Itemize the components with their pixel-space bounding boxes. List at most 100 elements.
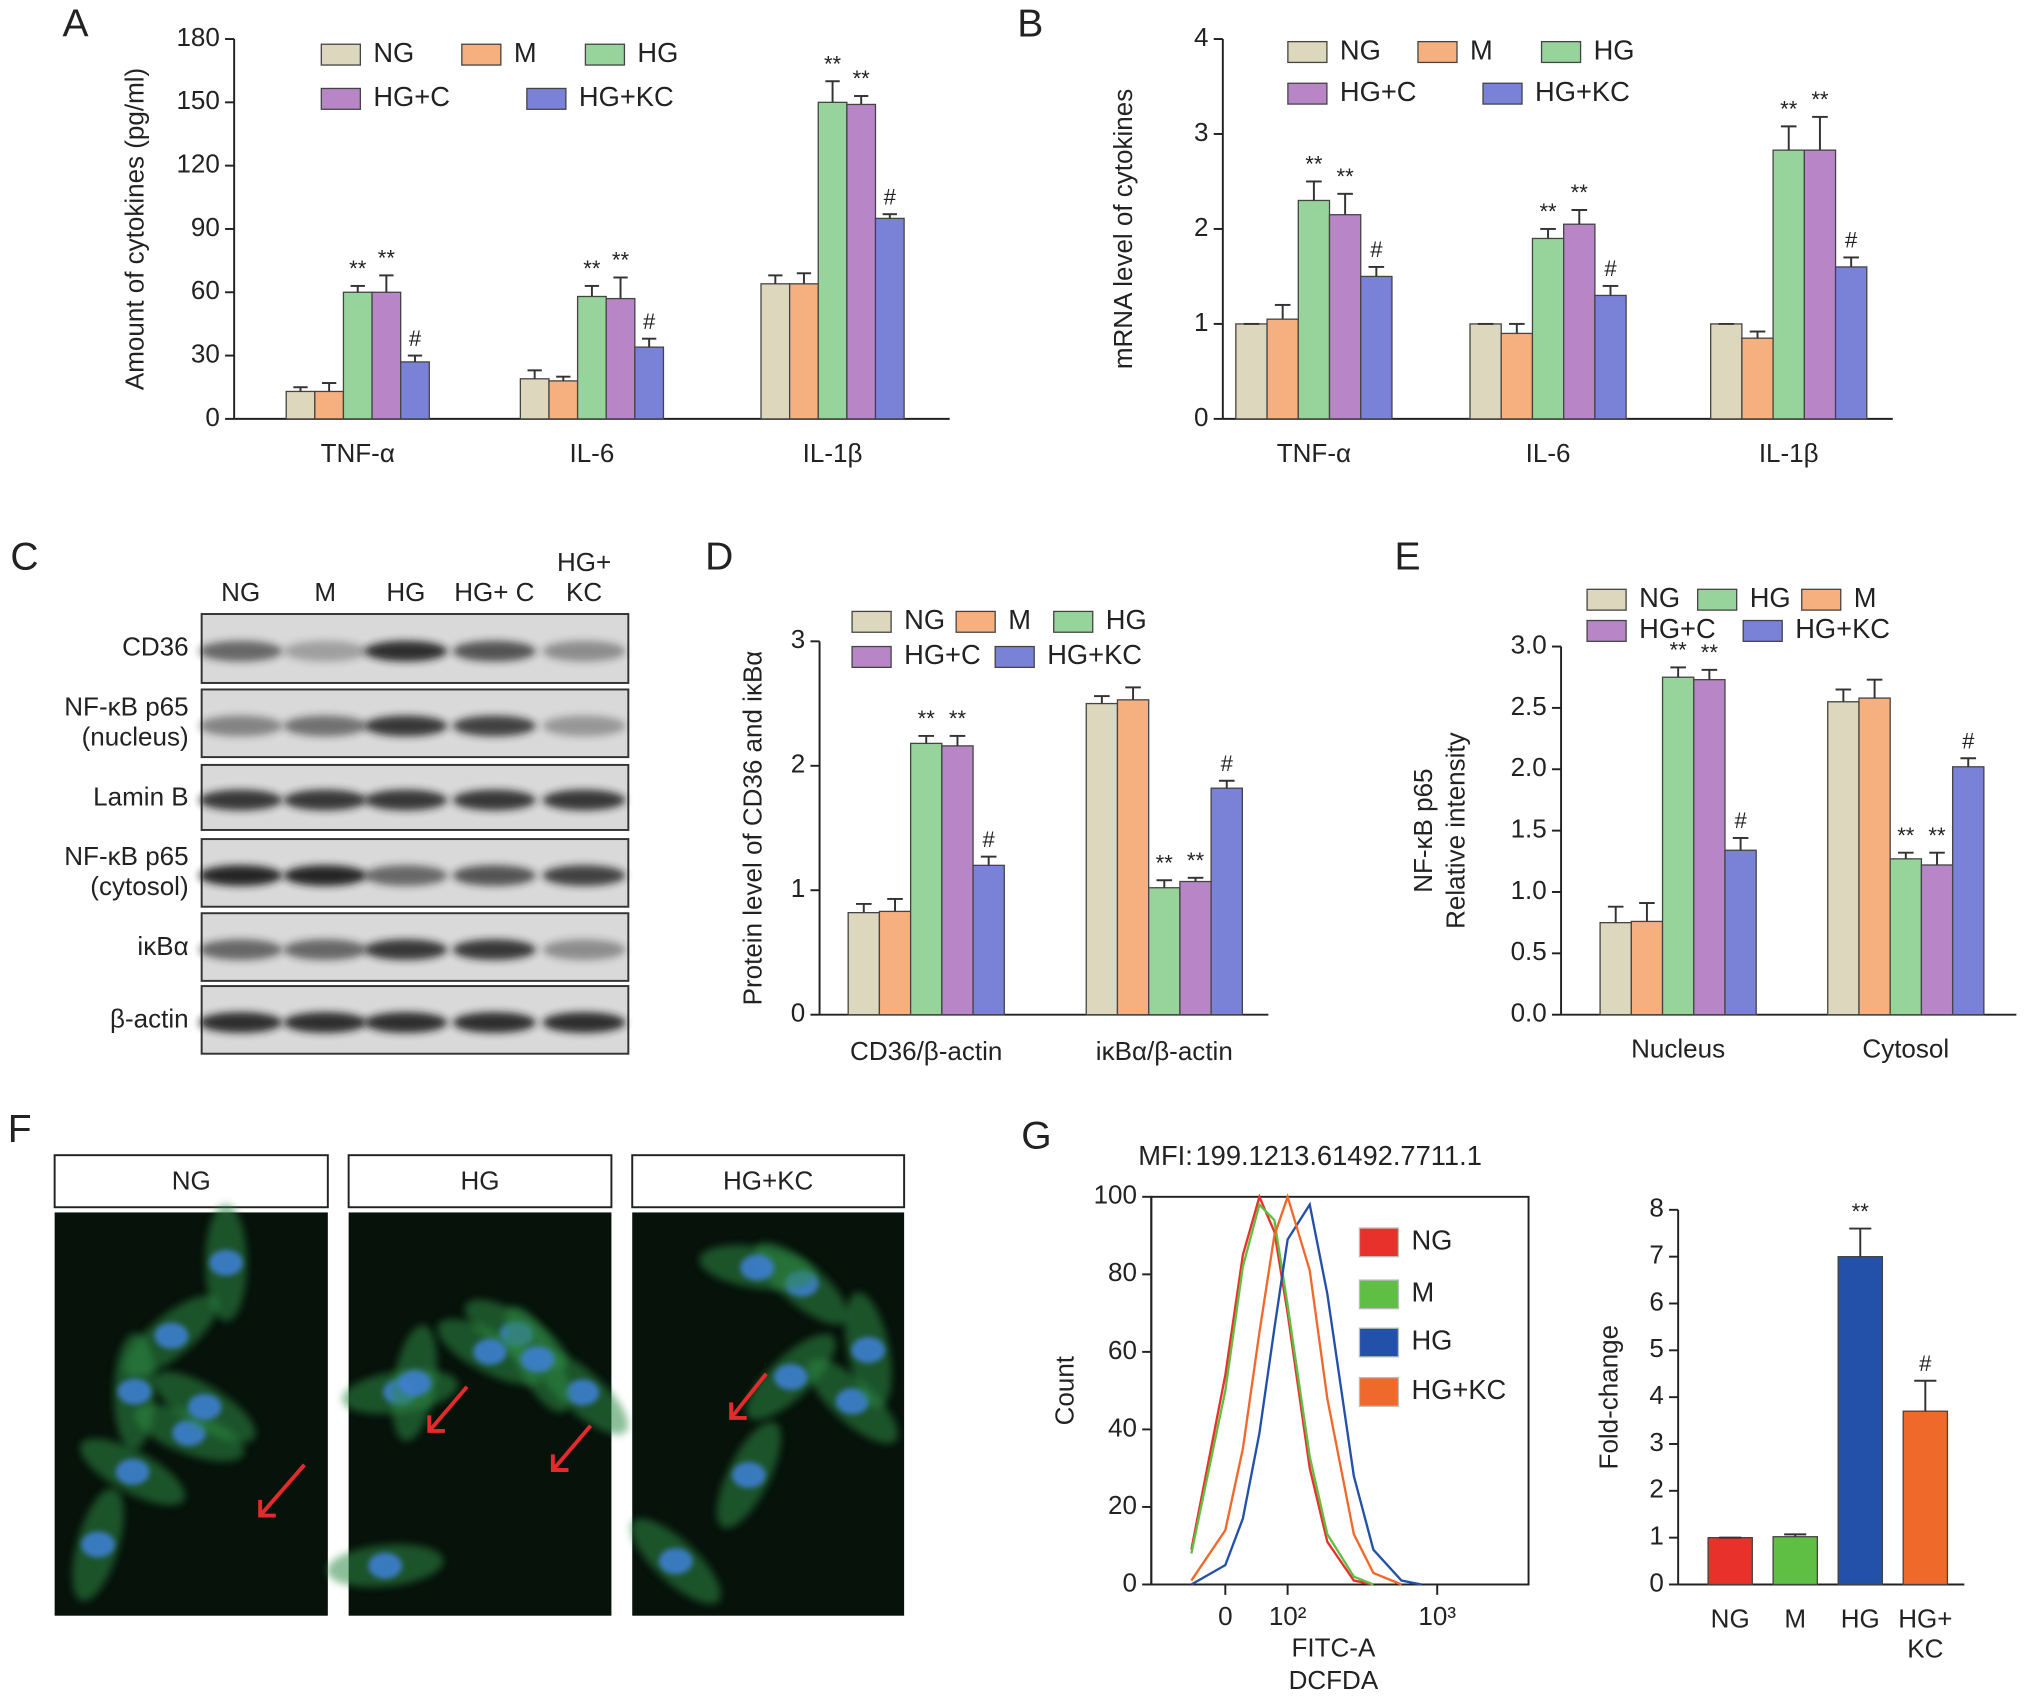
significance-label: **	[824, 51, 842, 76]
bar	[314, 390, 345, 420]
blot-band	[542, 939, 626, 961]
legend-label: NG	[1411, 1225, 1452, 1256]
bar	[788, 283, 819, 420]
blot-band	[283, 1012, 367, 1033]
legend-swatch	[1358, 1327, 1400, 1358]
legend-label: HG+C	[904, 639, 981, 670]
blot-band	[364, 939, 448, 961]
blot-band	[199, 789, 283, 811]
bar	[400, 361, 430, 420]
legend-swatch	[955, 610, 996, 633]
legend-label: HG+KC	[579, 81, 674, 112]
panel-label: C	[10, 536, 38, 579]
blot-band	[283, 715, 367, 737]
bar	[909, 742, 943, 1016]
legend-label: HG	[637, 37, 678, 68]
lane-label: HG+ KC	[556, 548, 612, 608]
y-tick-label: 3.0	[1511, 629, 1547, 659]
blot-band	[199, 939, 283, 961]
significance-label: #	[1604, 256, 1617, 281]
x-tick-label: CD36/β-actin	[850, 1038, 1003, 1067]
significance-label: **	[378, 246, 396, 271]
x-tick-label: Nucleus	[1631, 1035, 1726, 1065]
bar	[760, 283, 791, 420]
y-tick-label: 0	[1194, 402, 1208, 432]
y-axis-title: mRNA level of cytokines	[1108, 89, 1138, 369]
blot-band	[452, 640, 536, 662]
legend-swatch	[851, 610, 892, 633]
blot-band	[199, 715, 283, 737]
bar	[1469, 323, 1502, 420]
y-tick-label: 40	[1108, 1412, 1137, 1442]
cell-nucleus	[187, 1393, 222, 1420]
panel-label: D	[705, 536, 733, 579]
legend-label: HG+C	[373, 81, 450, 112]
legend-swatch	[1287, 82, 1328, 105]
y-tick-label: 100	[1094, 1180, 1137, 1210]
y-tick-label: 0.0	[1511, 998, 1547, 1028]
y-tick-label: 0	[791, 998, 805, 1028]
legend-swatch	[1417, 40, 1458, 64]
y-tick-label: 4	[1649, 1380, 1663, 1410]
blot-row-label: β-actin	[110, 1004, 189, 1034]
blot-band	[452, 789, 536, 811]
x-tick-label: HG	[1840, 1605, 1880, 1634]
legend-label: M	[1854, 582, 1877, 613]
y-axis-title: NF-κB p65	[1408, 768, 1438, 892]
legend-swatch	[1287, 40, 1328, 64]
significance-label: **	[1156, 851, 1174, 876]
legend-label: M	[1470, 34, 1493, 65]
significance-label: **	[853, 66, 871, 91]
bar	[1741, 337, 1774, 420]
legend-label: HG+KC	[1411, 1374, 1506, 1405]
y-tick-label: 150	[176, 85, 219, 115]
cell-nucleus	[473, 1338, 507, 1365]
y-axis-title: Amount of cytokines (pg/ml)	[119, 68, 149, 390]
bar	[972, 864, 1005, 1016]
legend-swatch	[320, 87, 361, 110]
blot-band	[542, 1012, 626, 1033]
significance-label: #	[409, 326, 422, 351]
significance-label: **	[1305, 152, 1323, 177]
significance-label: **	[1852, 1199, 1870, 1224]
blot-row-label: NF-κB p65 (nucleus)	[64, 693, 189, 752]
legend-swatch	[1358, 1376, 1400, 1407]
legend-label: HG	[1411, 1325, 1452, 1356]
bar	[1360, 275, 1393, 420]
x-tick-label: HG+ KC	[1898, 1605, 1953, 1664]
significance-label: **	[949, 706, 967, 731]
significance-label: #	[884, 184, 897, 209]
x-tick-label: NG	[1710, 1605, 1750, 1634]
cell-nucleus	[209, 1249, 243, 1276]
arrow-head	[729, 1402, 747, 1420]
blot-band	[452, 715, 536, 737]
cell-nucleus	[658, 1548, 693, 1575]
image-header-box	[53, 1154, 329, 1209]
significance-label: **	[612, 248, 630, 273]
y-tick-label: 4	[1194, 22, 1208, 52]
x-tick-label: iκBα/β-actin	[1095, 1038, 1233, 1067]
significance-label: **	[1701, 640, 1719, 665]
bar	[1599, 922, 1632, 1016]
arrow-head	[427, 1415, 445, 1433]
panel-label: F	[8, 1108, 32, 1151]
legend-swatch	[1540, 40, 1582, 64]
cell-nucleus	[154, 1322, 189, 1349]
y-tick-label: 30	[191, 338, 220, 368]
y-tick-label: 20	[1108, 1490, 1137, 1520]
bar	[342, 291, 373, 420]
image-header: HG+KC	[723, 1165, 813, 1195]
y-tick-label: 80	[1108, 1257, 1137, 1287]
y-tick-label: 0	[1123, 1567, 1137, 1597]
mfi-title: MFI:	[1138, 1140, 1193, 1171]
x-axis-title: FITC-A	[1292, 1632, 1376, 1662]
mfi-value: 1492.7	[1332, 1140, 1415, 1171]
blot-band	[452, 865, 536, 886]
cell-nucleus	[397, 1370, 432, 1397]
legend-label: NG	[904, 604, 945, 635]
image-header-box	[347, 1154, 613, 1209]
x-tick-label: 10²	[1269, 1601, 1307, 1631]
legend-label: HG	[1594, 34, 1635, 65]
bar	[605, 297, 636, 420]
histogram-line	[1190, 1192, 1402, 1586]
